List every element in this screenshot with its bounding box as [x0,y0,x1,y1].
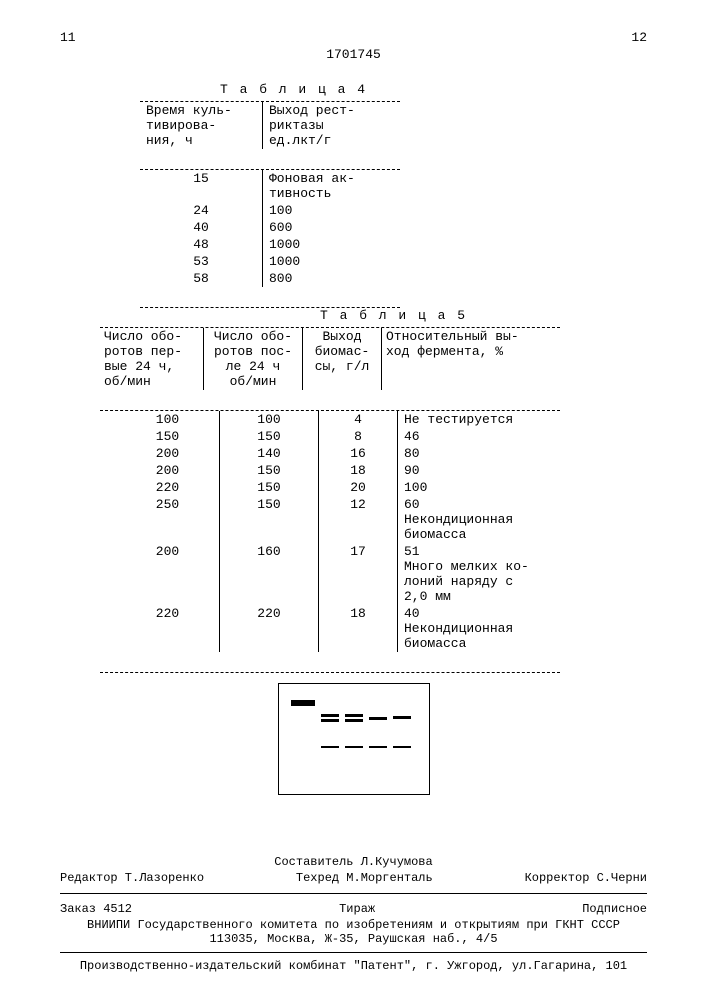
table-cell: 90 [398,462,559,479]
org: ВНИИПИ Государственного комитета по изоб… [60,918,647,932]
table-cell: 150 [220,428,319,445]
gel-band [345,719,363,722]
table5-header: Выход биомас- сы, г/л [303,328,382,390]
podpisnoe: Подписное [582,902,647,916]
gel-band [321,746,339,748]
gel-band [369,717,387,720]
table-cell: 40 [140,219,263,236]
footer: Составитель Л.Кучумова Редактор Т.Лазоре… [60,855,647,973]
table5: Число обо- ротов пер- вые 24 ч, об/мин Ч… [100,328,540,390]
table-cell: 18 [319,462,398,479]
gel-band [393,746,411,748]
table5-header: Относительный вы- ход фермента, % [382,328,541,390]
table-cell: 220 [100,479,220,496]
table-cell: 20 [319,479,398,496]
doc-number: 1701745 [60,47,647,62]
table-cell: 250 [100,496,220,543]
gel-image [278,683,430,795]
table-cell: 220 [220,605,319,652]
table-cell: 1000 [263,253,386,270]
table4-body: 15Фоновая ак- тивность241004060048100053… [140,170,385,287]
gel-band [321,719,339,722]
table4: Время куль- тивирова- ния, ч Выход рест-… [140,102,385,149]
order: Заказ 4512 [60,902,132,916]
table-cell: 160 [220,543,319,605]
gel-band [393,716,411,719]
table-cell: 150 [220,462,319,479]
divider [60,893,647,894]
techred: Техред М.Моргенталь [296,871,433,885]
tirazh: Тираж [339,902,375,916]
table-cell: 200 [100,445,220,462]
gel-band [291,700,315,706]
table-cell: 4 [319,411,398,428]
divider [60,952,647,953]
table5-header: Число обо- ротов пос- ле 24 ч об/мин [204,328,303,390]
addr1: 113035, Москва, Ж-35, Раушская наб., 4/5 [60,932,647,946]
editor: Редактор Т.Лазоренко [60,871,204,885]
table-cell: 8 [319,428,398,445]
table-cell: 58 [140,270,263,287]
table-cell: 220 [100,605,220,652]
table-cell: 100 [220,411,319,428]
corrector: Корректор С.Черни [525,871,647,885]
table-cell: 53 [140,253,263,270]
table-cell: 15 [140,170,263,202]
table4-title: Т а б л и ц а 4 [220,82,647,97]
table-cell: 150 [220,479,319,496]
table-cell: 16 [319,445,398,462]
table-cell: 140 [220,445,319,462]
table-cell: Фоновая ак- тивность [263,170,386,202]
table-cell: 51 Много мелких ко- лоний наряду с 2,0 м… [398,543,559,605]
page-left: 11 [60,30,76,45]
table5-header: Число обо- ротов пер- вые 24 ч, об/мин [100,328,204,390]
gel-band [345,714,363,717]
addr2: Производственно-издательский комбинат "П… [60,959,647,973]
table-cell: 200 [100,543,220,605]
table-cell: 200 [100,462,220,479]
table-cell: 60 Некондиционная биомасса [398,496,559,543]
table-cell: 12 [319,496,398,543]
table-cell: Не тестируется [398,411,559,428]
gel-band [369,746,387,748]
gel-band [345,746,363,748]
compiler: Составитель Л.Кучумова [60,855,647,869]
table5-body: 1001004Не тестируется1501508462001401680… [100,411,558,652]
table-cell: 150 [220,496,319,543]
page-right: 12 [631,30,647,45]
table-cell: 100 [263,202,386,219]
table-cell: 150 [100,428,220,445]
table-cell: 48 [140,236,263,253]
table4-header: Выход рест- риктазы ед.лкт/г [263,102,386,149]
table-cell: 100 [100,411,220,428]
table-cell: 24 [140,202,263,219]
table-cell: 18 [319,605,398,652]
table-cell: 80 [398,445,559,462]
table-cell: 600 [263,219,386,236]
divider [100,672,560,673]
table-cell: 46 [398,428,559,445]
table-cell: 17 [319,543,398,605]
table-cell: 800 [263,270,386,287]
table5-title: Т а б л и ц а 5 [320,308,647,323]
table-cell: 40 Некондиционная биомасса [398,605,559,652]
table-cell: 100 [398,479,559,496]
table-cell: 1000 [263,236,386,253]
table4-header: Время куль- тивирова- ния, ч [140,102,263,149]
gel-band [321,714,339,717]
